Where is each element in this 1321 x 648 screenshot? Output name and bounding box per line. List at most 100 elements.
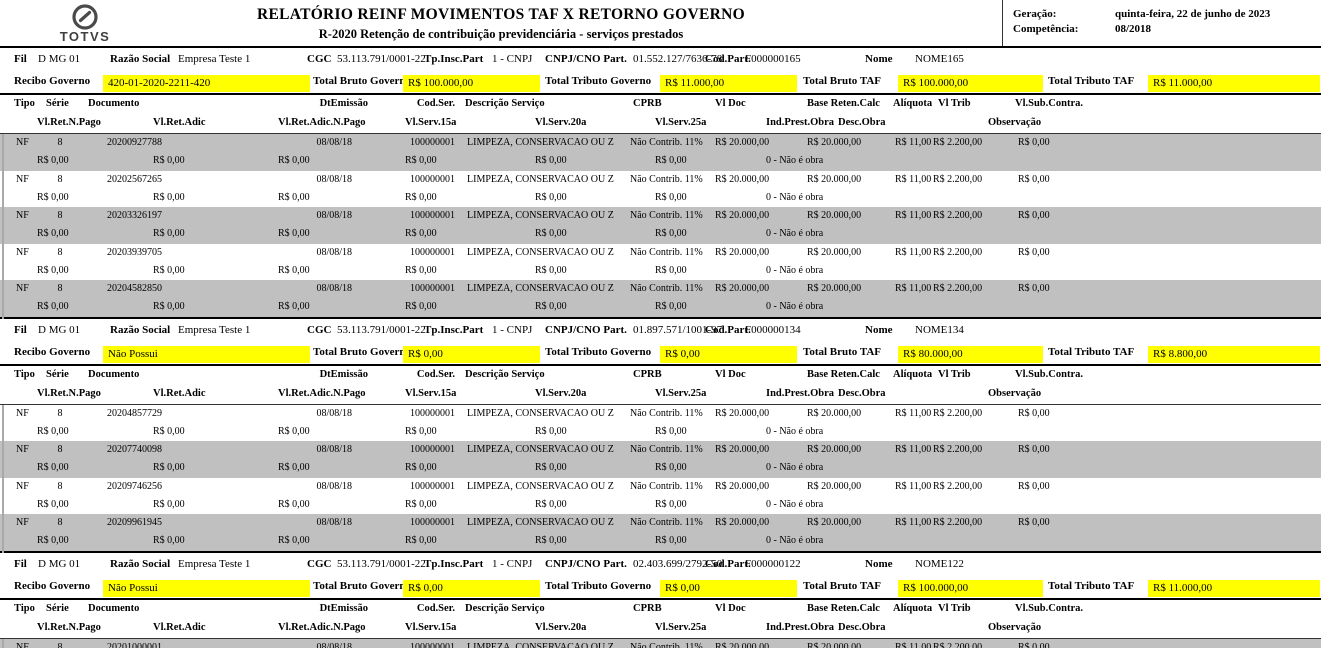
cell-vlsubcontra: R$ 0,00 — [1018, 283, 1050, 294]
title-block: RELATÓRIO REINF MOVIMENTOS TAF X RETORNO… — [0, 0, 1002, 46]
recibo-line: Recibo Governo Não Possui Total Bruto Go… — [0, 342, 1321, 364]
fil-label: Fil — [14, 557, 27, 570]
totvs-logo: TOTVS — [42, 3, 128, 43]
cell-vlserv25a: R$ 0,00 — [655, 228, 687, 239]
col-descobra: Desc.Obra — [838, 621, 886, 633]
table-header-line2: Vl.Ret.N.Pago Vl.Ret.Adic Vl.Ret.Adic.N.… — [0, 385, 1321, 404]
cell-dtemissao: 08/08/18 — [316, 517, 352, 528]
cell-indprestobra: 0 - Não é obra — [766, 228, 824, 239]
cell-aliquota: R$ 11,00 — [895, 641, 932, 648]
col-descricao-servico: Descrição Serviço — [465, 368, 545, 380]
cell-vldoc: R$ 20.000,00 — [715, 246, 770, 258]
cell-vlserv20a: R$ 0,00 — [535, 228, 567, 239]
nome-value: NOME122 — [915, 557, 964, 570]
cell-serie: 8 — [57, 517, 63, 528]
row-line2: R$ 0,00 R$ 0,00 R$ 0,00 R$ 0,00 R$ 0,00 … — [0, 496, 1321, 514]
cell-vlretadic: R$ 0,00 — [153, 228, 185, 239]
cell-tipo: NF — [16, 283, 29, 294]
cell-vltrib: R$ 2.200,00 — [933, 444, 983, 455]
cell-vlsubcontra: R$ 0,00 — [1018, 517, 1050, 528]
table-header-line1: Tipo Série Documento DtEmissão Cod.Ser. … — [0, 95, 1321, 114]
cell-vlretadic: R$ 0,00 — [153, 191, 185, 203]
cell-aliquota: R$ 11,00 — [895, 137, 932, 148]
cell-vlsubcontra: R$ 0,00 — [1018, 407, 1050, 419]
row-line2: R$ 0,00 R$ 0,00 R$ 0,00 R$ 0,00 R$ 0,00 … — [0, 262, 1321, 280]
col-vlserv15a: Vl.Serv.15a — [405, 621, 457, 633]
col-observacao: Observação — [988, 387, 1042, 399]
recibo-governo-highlight: 420-01-2020-2211-420 — [103, 75, 310, 92]
col-descricao-servico: Descrição Serviço — [465, 602, 545, 614]
table-header: Tipo Série Documento DtEmissão Cod.Ser. … — [0, 365, 1321, 405]
col-aliquota: Alíquota — [893, 98, 933, 109]
recibo-governo-highlight: Não Possui — [103, 579, 310, 597]
table-header: Tipo Série Documento DtEmissão Cod.Ser. … — [0, 599, 1321, 639]
col-descobra: Desc.Obra — [838, 387, 886, 399]
cell-descricao: LIMPEZA, CONSERVACAO OU Z — [467, 283, 614, 294]
cell-base-reten: R$ 20.000,00 — [807, 210, 862, 221]
row-line1: NF 8 20209961945 08/08/18 100000001 LIMP… — [0, 514, 1321, 532]
col-serie: Série — [46, 98, 69, 109]
col-documento: Documento — [88, 368, 140, 380]
col-documento: Documento — [88, 602, 140, 614]
cell-base-reten: R$ 20.000,00 — [807, 517, 862, 528]
nome-value: NOME134 — [915, 323, 964, 336]
cell-descricao: LIMPEZA, CONSERVACAO OU Z — [467, 173, 614, 185]
row-line2: R$ 0,00 R$ 0,00 R$ 0,00 R$ 0,00 R$ 0,00 … — [0, 532, 1321, 550]
cell-documento: 20204582850 — [107, 283, 162, 294]
col-base-reten-calc: Base Reten.Calc — [807, 98, 880, 109]
row-line2: R$ 0,00 R$ 0,00 R$ 0,00 R$ 0,00 R$ 0,00 … — [0, 152, 1321, 170]
participant-line: Fil D MG 01 Razão Social Empresa Teste 1… — [0, 554, 1321, 576]
cell-vlserv25a: R$ 0,00 — [655, 264, 687, 276]
col-observacao: Observação — [988, 621, 1042, 633]
table-row: NF 8 20209746256 08/08/18 100000001 LIMP… — [0, 477, 1321, 514]
col-vlretadic: Vl.Ret.Adic — [153, 117, 206, 128]
col-vlretnpago: Vl.Ret.N.Pago — [37, 621, 101, 633]
generation-value: quinta-feira, 22 de junho de 2023 — [1115, 8, 1271, 20]
cell-serie: 8 — [57, 246, 63, 258]
cell-vlserv15a: R$ 0,00 — [405, 191, 437, 203]
cell-vlserv25a: R$ 0,00 — [655, 535, 687, 546]
total-bruto-taf-label: Total Bruto TAF — [803, 75, 882, 87]
rows: NF 8 20204857729 08/08/18 100000001 LIMP… — [0, 404, 1321, 553]
fil-value: D MG 01 — [38, 53, 81, 65]
razao-social-value: Empresa Teste 1 — [178, 557, 251, 570]
table-row: NF 8 20202567265 08/08/18 100000001 LIMP… — [0, 170, 1321, 207]
total-bruto-taf-value: R$ 100.000,00 — [903, 581, 969, 594]
cell-vltrib: R$ 2.200,00 — [933, 641, 983, 648]
cell-serie: 8 — [57, 137, 63, 148]
cnpj-cno-part-label: CNPJ/CNO Part. — [545, 53, 627, 65]
cgc-label: CGC — [307, 53, 332, 65]
cell-codser: 100000001 — [410, 137, 455, 148]
fil-label: Fil — [14, 323, 27, 336]
cell-vldoc: R$ 20.000,00 — [715, 173, 770, 185]
cell-vldoc: R$ 20.000,00 — [715, 641, 770, 648]
cell-dtemissao: 08/08/18 — [316, 283, 352, 294]
cell-tipo: NF — [16, 407, 29, 419]
total-bruto-taf-highlight: R$ 100.000,00 — [898, 75, 1043, 92]
cell-vlretnpago: R$ 0,00 — [37, 264, 69, 276]
table-row: NF 8 20204857729 08/08/18 100000001 LIMP… — [0, 404, 1321, 441]
table-header-line1: Tipo Série Documento DtEmissão Cod.Ser. … — [0, 600, 1321, 619]
cnpj-cno-part-value: 02.403.699/2792-50 — [633, 557, 723, 570]
col-cprb: CPRB — [633, 98, 662, 109]
cell-vlretnpago: R$ 0,00 — [37, 425, 69, 437]
row-line2: R$ 0,00 R$ 0,00 R$ 0,00 R$ 0,00 R$ 0,00 … — [0, 423, 1321, 441]
cell-cprb: Não Contrib. 11% — [630, 173, 703, 185]
cell-vlsubcontra: R$ 0,00 — [1018, 210, 1050, 221]
row-line1: NF 8 20204857729 08/08/18 100000001 LIMP… — [0, 405, 1321, 423]
col-vlretadicnpago: Vl.Ret.Adic.N.Pago — [278, 117, 366, 128]
cell-aliquota: R$ 11,00 — [895, 517, 932, 528]
cell-dtemissao: 08/08/18 — [316, 480, 352, 492]
total-tributo-governo-value: R$ 0,00 — [665, 347, 700, 360]
cell-dtemissao: 08/08/18 — [316, 173, 352, 185]
col-cprb: CPRB — [633, 368, 662, 380]
col-codser: Cod.Ser. — [416, 368, 455, 380]
razao-social-label: Razão Social — [110, 323, 171, 336]
tp-insc-part-value: 1 - CNPJ — [492, 323, 533, 336]
totvs-circle-icon — [72, 4, 98, 30]
col-vldoc: Vl Doc — [715, 98, 746, 109]
cell-vlserv20a: R$ 0,00 — [535, 301, 567, 312]
cell-vlsubcontra: R$ 0,00 — [1018, 137, 1050, 148]
col-vlretnpago: Vl.Ret.N.Pago — [37, 117, 101, 128]
cell-vlserv15a: R$ 0,00 — [405, 301, 437, 312]
